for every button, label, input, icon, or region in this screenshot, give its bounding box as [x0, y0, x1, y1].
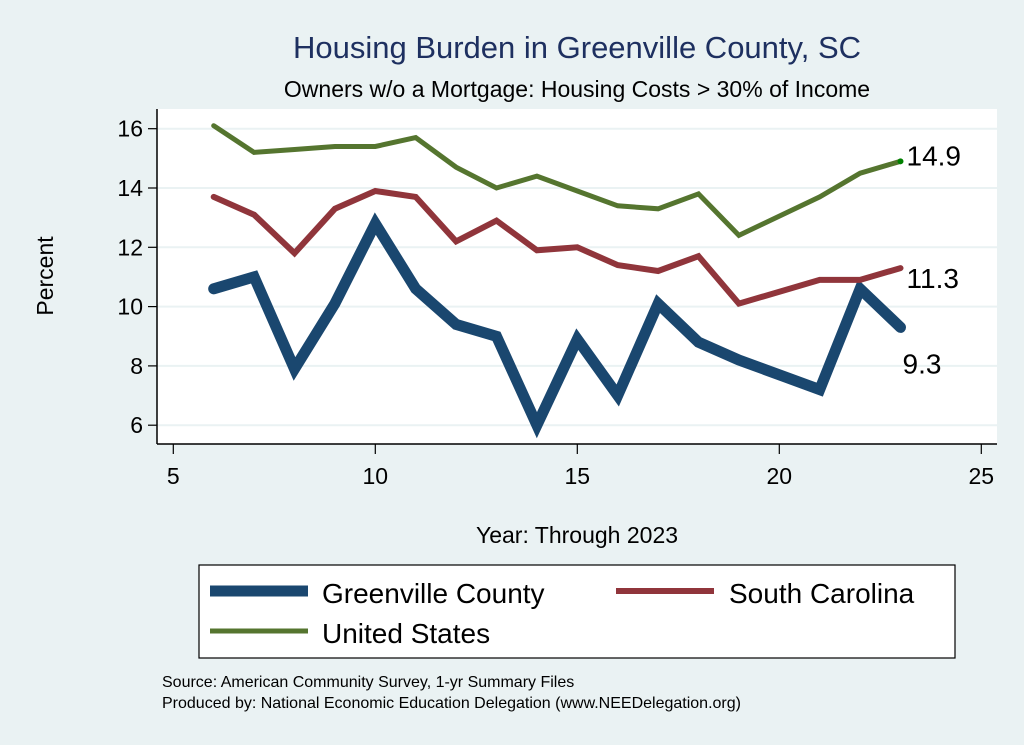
axes	[148, 109, 997, 454]
tick-labels: 6 8 10 12 14 16 5 10 15 20 25	[117, 116, 994, 489]
chart-title: Housing Burden in Greenville County, SC	[293, 30, 861, 65]
x-axis-title: Year: Through 2023	[476, 522, 678, 548]
y-tick-label: 12	[117, 234, 143, 260]
legend-label: United States	[322, 618, 490, 649]
chart-subtitle: Owners w/o a Mortgage: Housing Costs > 3…	[284, 76, 870, 102]
y-tick-label: 16	[117, 116, 143, 142]
legend-box	[198, 564, 956, 659]
source-note: Source: American Community Survey, 1-yr …	[162, 674, 574, 691]
x-tick-label: 10	[363, 463, 389, 489]
end-label: 14.9	[907, 140, 962, 171]
x-tick-label: 25	[969, 463, 995, 489]
series-lines	[208, 123, 906, 439]
x-tick-label: 20	[767, 463, 793, 489]
end-label: 11.3	[907, 263, 959, 294]
y-tick-label: 8	[130, 353, 143, 379]
legend-label: Greenville County	[322, 578, 545, 609]
y-tick-label: 10	[117, 294, 143, 320]
plot-area	[157, 109, 997, 444]
y-axis-title: Percent	[32, 236, 58, 316]
x-tick-label: 15	[565, 463, 591, 489]
end-label: 9.3	[903, 348, 942, 379]
produced-by-note: Produced by: National Economic Education…	[162, 695, 741, 712]
legend: Greenville County South Carolina United St…	[198, 564, 956, 659]
x-tick-label: 5	[167, 463, 180, 489]
end-marker	[897, 158, 904, 165]
end-labels: 9.3 11.3 14.9	[903, 140, 962, 379]
legend-label: South Carolina	[729, 578, 915, 609]
y-tick-label: 14	[117, 175, 143, 201]
y-tick-label: 6	[130, 412, 143, 438]
